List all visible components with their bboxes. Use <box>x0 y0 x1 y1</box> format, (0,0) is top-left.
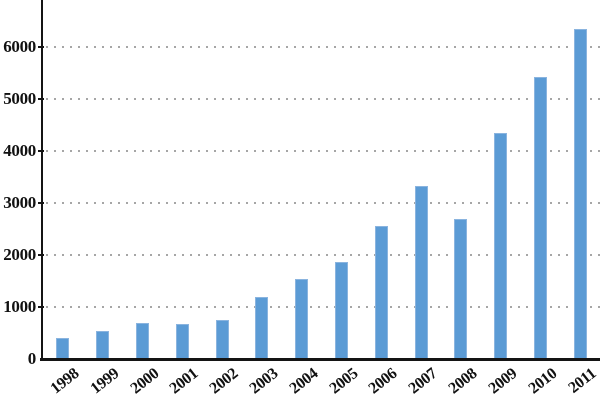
x-tick-label-2007: 2007 <box>405 365 441 398</box>
y-tick-label-6000: 6000 <box>3 37 36 56</box>
x-tick-label-1998: 1998 <box>47 365 83 398</box>
bar-2008 <box>454 218 468 359</box>
y-tick-label-3000: 3000 <box>3 193 36 212</box>
x-tick-label-2008: 2008 <box>445 365 481 398</box>
bar-1999 <box>96 331 110 359</box>
bar-2007 <box>414 185 428 359</box>
x-tick-label-2010: 2010 <box>525 365 560 398</box>
y-tick-label-2000: 2000 <box>3 245 36 264</box>
x-tick-label-1999: 1999 <box>87 365 123 398</box>
bar-2006 <box>374 226 388 359</box>
x-tick-label-2011: 2011 <box>565 365 600 397</box>
y-tick-label-4000: 4000 <box>3 141 36 160</box>
x-tick-label-2005: 2005 <box>326 365 361 398</box>
y-axis-line <box>41 0 43 361</box>
x-tick-label-2004: 2004 <box>286 365 322 398</box>
x-axis-line <box>40 358 600 361</box>
gridline-5000 <box>46 98 600 100</box>
x-tick-label-2002: 2002 <box>206 365 242 398</box>
bar-2011 <box>573 28 587 359</box>
bar-2009 <box>494 133 507 359</box>
plot-area <box>46 28 600 359</box>
y-tick-5000 <box>38 98 44 100</box>
gridline-6000 <box>46 46 600 48</box>
y-tick-label-5000: 5000 <box>3 89 36 108</box>
y-tick-6000 <box>38 46 44 48</box>
x-tick-label-2009: 2009 <box>485 365 520 398</box>
y-tick-1000 <box>38 306 44 308</box>
y-tick-4000 <box>38 150 44 152</box>
y-tick-label-0: 0 <box>27 349 37 368</box>
bar-1998 <box>56 338 70 359</box>
bar-2001 <box>175 323 189 359</box>
bar-2004 <box>295 278 309 359</box>
x-tick-label-2000: 2000 <box>127 365 162 398</box>
x-tick-label-2006: 2006 <box>365 365 401 398</box>
bar-2010 <box>533 76 547 359</box>
gridline-4000 <box>46 150 600 152</box>
y-tick-3000 <box>38 202 44 204</box>
y-tick-2000 <box>38 254 44 256</box>
x-tick-label-2003: 2003 <box>246 365 282 398</box>
bar-2005 <box>334 262 348 359</box>
x-tick-label-2001: 2001 <box>166 365 202 398</box>
y-tick-label-1000: 1000 <box>3 297 36 316</box>
gridline-2000 <box>46 254 600 256</box>
bar-2003 <box>255 296 269 359</box>
bar-2002 <box>215 319 229 359</box>
gridline-3000 <box>46 202 600 204</box>
gridline-1000 <box>46 306 600 308</box>
bar-2000 <box>136 323 149 359</box>
